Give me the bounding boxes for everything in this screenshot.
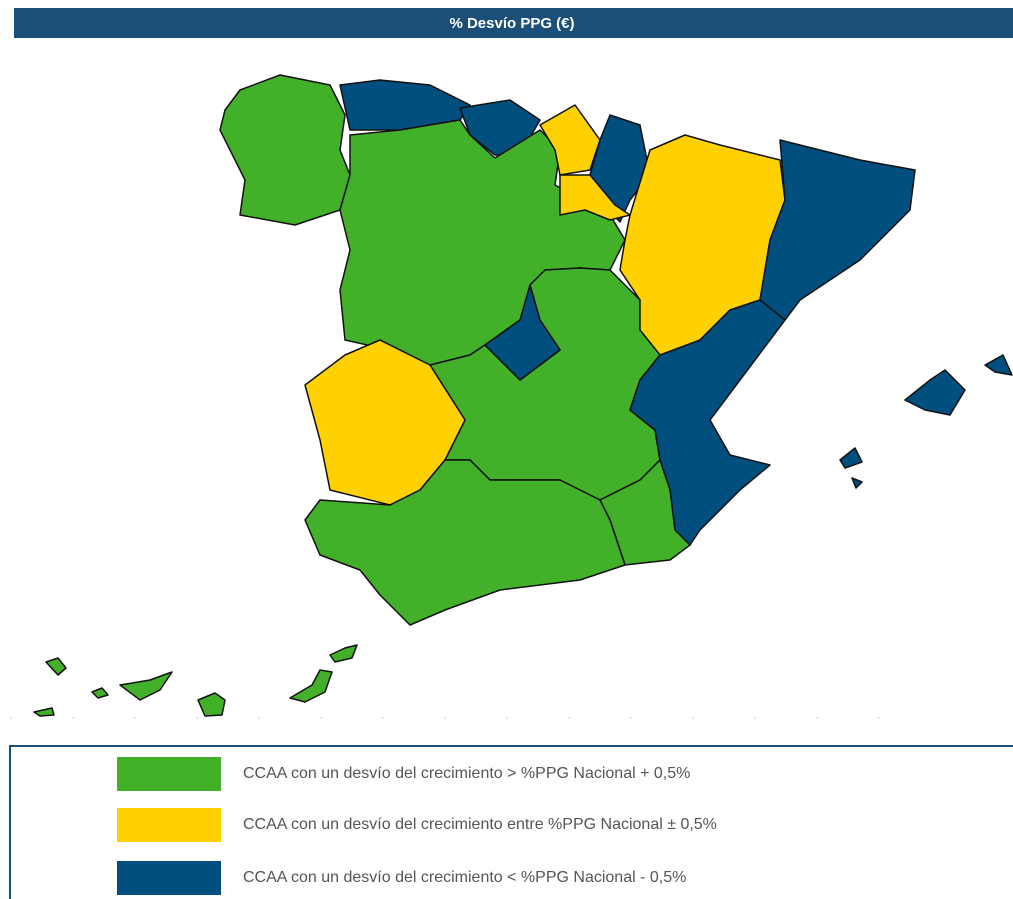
island xyxy=(851,477,863,489)
legend-swatch xyxy=(117,808,221,842)
legend-box xyxy=(9,745,1013,899)
island xyxy=(329,644,358,663)
title: % Desvío PPG (€) xyxy=(449,15,574,32)
island xyxy=(904,369,966,416)
island xyxy=(91,687,109,699)
region xyxy=(539,104,601,176)
legend-label: CCAA con un desvío del crecimiento entre… xyxy=(243,816,717,833)
region xyxy=(304,459,626,626)
region xyxy=(219,74,351,226)
island xyxy=(119,671,173,701)
island xyxy=(289,669,333,703)
legend-swatch xyxy=(117,861,221,895)
island xyxy=(197,692,226,717)
island xyxy=(984,354,1013,376)
title-bar xyxy=(14,8,1013,38)
spain-map xyxy=(33,74,1013,717)
region xyxy=(759,139,916,321)
island xyxy=(45,657,67,676)
legend-swatch xyxy=(117,757,221,791)
island xyxy=(33,707,55,717)
region xyxy=(484,284,561,381)
legend-label: CCAA con un desvío del crecimiento < %PP… xyxy=(243,869,686,886)
legend-label: CCAA con un desvío del crecimiento > %PP… xyxy=(243,765,690,782)
island xyxy=(839,447,863,469)
region xyxy=(559,174,631,221)
